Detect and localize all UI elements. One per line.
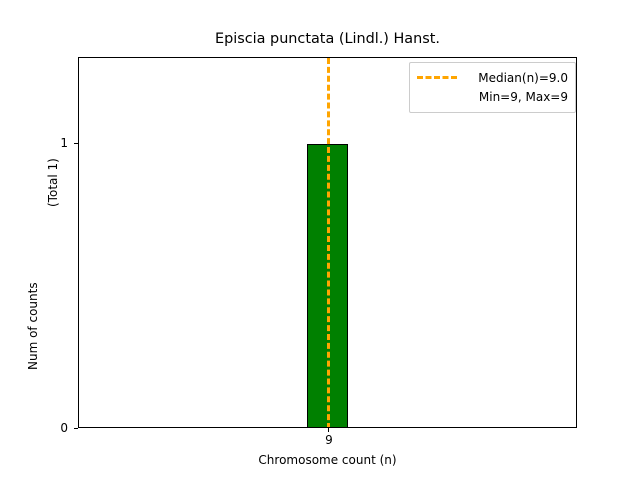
- x-axis-label: Chromosome count (n): [258, 453, 397, 467]
- y-axis-label: Num of counts: [26, 282, 40, 370]
- legend-label-median: Median(n)=9.0: [478, 70, 568, 85]
- legend-entry-minmax[interactable]: Min=9, Max=9: [417, 87, 568, 106]
- dashed-line-icon: [417, 76, 457, 79]
- x-tick-mark-9: [328, 428, 329, 432]
- legend-entry-median[interactable]: Median(n)=9.0: [417, 68, 568, 87]
- y-tick-mark-0: [74, 428, 78, 429]
- legend-label-minmax: Min=9, Max=9: [478, 89, 568, 104]
- plot-area: [78, 57, 577, 428]
- y-axis-label-total: (Total 1): [46, 158, 60, 207]
- chart-title: Episcia punctata (Lindl.) Hanst.: [215, 31, 440, 47]
- y-tick-label-1: 1: [60, 136, 68, 150]
- plot-inner: [79, 58, 576, 427]
- x-tick-label-9: 9: [325, 433, 333, 447]
- legend[interactable]: Median(n)=9.0 Min=9, Max=9: [409, 62, 576, 113]
- y-tick-mark-1: [74, 143, 78, 144]
- median-line: [327, 58, 330, 427]
- blank-line-icon: [417, 95, 457, 98]
- y-tick-label-0: 0: [60, 421, 68, 435]
